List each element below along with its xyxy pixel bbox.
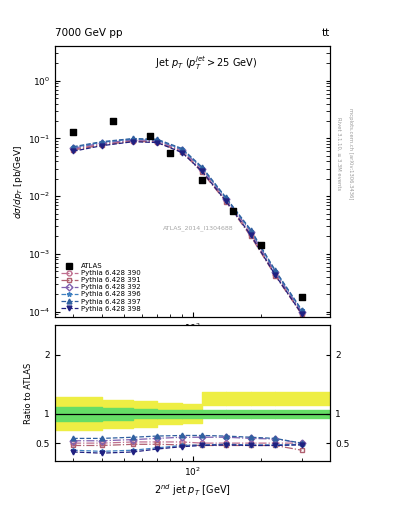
Pythia 6.428 396 <box>71 144 75 151</box>
Pythia 6.428 396 <box>200 165 204 171</box>
ATLAS <box>199 176 205 184</box>
Pythia 6.428 398 <box>299 311 304 317</box>
ATLAS <box>258 241 264 249</box>
Pythia 6.428 392 <box>99 140 104 146</box>
ATLAS <box>70 128 76 136</box>
Pythia 6.428 397 <box>299 307 304 313</box>
Pythia 6.428 392 <box>224 196 228 202</box>
Pythia 6.428 390 <box>273 271 277 277</box>
Pythia 6.428 398 <box>200 168 204 175</box>
Pythia 6.428 397 <box>131 135 136 141</box>
Pythia 6.428 398 <box>273 272 277 278</box>
ATLAS <box>230 207 236 215</box>
ATLAS <box>167 150 174 158</box>
Text: tt: tt <box>322 28 330 38</box>
Pythia 6.428 397 <box>99 139 104 145</box>
Y-axis label: Ratio to ATLAS: Ratio to ATLAS <box>24 362 33 423</box>
Pythia 6.428 397 <box>180 145 184 152</box>
Pythia 6.428 396 <box>155 137 160 143</box>
Line: Pythia 6.428 392: Pythia 6.428 392 <box>71 137 304 314</box>
Pythia 6.428 398 <box>155 139 160 145</box>
Pythia 6.428 392 <box>180 147 184 153</box>
Line: Pythia 6.428 397: Pythia 6.428 397 <box>71 136 304 312</box>
Pythia 6.428 396 <box>299 307 304 313</box>
Pythia 6.428 391 <box>200 169 204 175</box>
Pythia 6.428 392 <box>248 229 253 235</box>
Pythia 6.428 390 <box>71 146 75 153</box>
Pythia 6.428 396 <box>131 136 136 142</box>
Pythia 6.428 391 <box>299 311 304 317</box>
Line: Pythia 6.428 398: Pythia 6.428 398 <box>71 139 304 316</box>
Pythia 6.428 390 <box>200 167 204 174</box>
ATLAS <box>147 132 153 140</box>
Pythia 6.428 391 <box>180 149 184 155</box>
Pythia 6.428 391 <box>131 138 136 144</box>
Pythia 6.428 392 <box>71 145 75 151</box>
Text: mcplots.cern.ch [arXiv:1306.3436]: mcplots.cern.ch [arXiv:1306.3436] <box>348 108 353 199</box>
Pythia 6.428 390 <box>155 139 160 145</box>
Pythia 6.428 396 <box>180 146 184 153</box>
Line: Pythia 6.428 390: Pythia 6.428 390 <box>71 138 304 315</box>
Text: Rivet 3.1.10, ≥ 3.3M events: Rivet 3.1.10, ≥ 3.3M events <box>336 117 341 190</box>
Pythia 6.428 396 <box>99 139 104 145</box>
Pythia 6.428 398 <box>99 143 104 149</box>
ATLAS <box>110 117 116 125</box>
Y-axis label: $d\sigma/dp_T$ [pb/GeV]: $d\sigma/dp_T$ [pb/GeV] <box>12 144 25 219</box>
Pythia 6.428 392 <box>299 308 304 314</box>
Pythia 6.428 397 <box>273 267 277 273</box>
Pythia 6.428 396 <box>273 268 277 274</box>
Pythia 6.428 392 <box>200 165 204 172</box>
Pythia 6.428 392 <box>131 137 136 143</box>
Pythia 6.428 391 <box>273 272 277 279</box>
Pythia 6.428 390 <box>224 197 228 203</box>
Pythia 6.428 397 <box>71 144 75 150</box>
Pythia 6.428 396 <box>224 195 228 201</box>
Pythia 6.428 391 <box>99 142 104 148</box>
Line: Pythia 6.428 396: Pythia 6.428 396 <box>71 137 304 313</box>
Pythia 6.428 390 <box>99 141 104 147</box>
Pythia 6.428 398 <box>131 139 136 145</box>
Text: ATLAS_2014_I1304688: ATLAS_2014_I1304688 <box>163 225 233 230</box>
Pythia 6.428 390 <box>180 148 184 154</box>
Pythia 6.428 397 <box>248 227 253 233</box>
Text: 7000 GeV pp: 7000 GeV pp <box>55 28 123 38</box>
X-axis label: 2$^{nd}$ jet $p_T$ [GeV]: 2$^{nd}$ jet $p_T$ [GeV] <box>154 482 231 498</box>
Pythia 6.428 391 <box>248 233 253 240</box>
Pythia 6.428 390 <box>131 138 136 144</box>
Text: Jet $p_T$ ($p_T^{jet}>25$ GeV): Jet $p_T$ ($p_T^{jet}>25$ GeV) <box>155 54 257 72</box>
Pythia 6.428 398 <box>180 150 184 156</box>
ATLAS <box>298 293 305 301</box>
Pythia 6.428 391 <box>71 147 75 153</box>
Legend: ATLAS, Pythia 6.428 390, Pythia 6.428 391, Pythia 6.428 392, Pythia 6.428 396, P: ATLAS, Pythia 6.428 390, Pythia 6.428 39… <box>59 261 143 314</box>
Pythia 6.428 390 <box>248 231 253 237</box>
Pythia 6.428 391 <box>224 199 228 205</box>
Pythia 6.428 398 <box>224 198 228 204</box>
Pythia 6.428 398 <box>71 148 75 154</box>
Pythia 6.428 397 <box>155 136 160 142</box>
Line: Pythia 6.428 391: Pythia 6.428 391 <box>71 139 304 316</box>
Pythia 6.428 397 <box>200 164 204 170</box>
Pythia 6.428 391 <box>155 139 160 145</box>
Pythia 6.428 398 <box>248 232 253 239</box>
Pythia 6.428 390 <box>299 310 304 316</box>
Pythia 6.428 392 <box>155 138 160 144</box>
Pythia 6.428 397 <box>224 195 228 201</box>
Pythia 6.428 396 <box>248 228 253 234</box>
Pythia 6.428 392 <box>273 269 277 275</box>
